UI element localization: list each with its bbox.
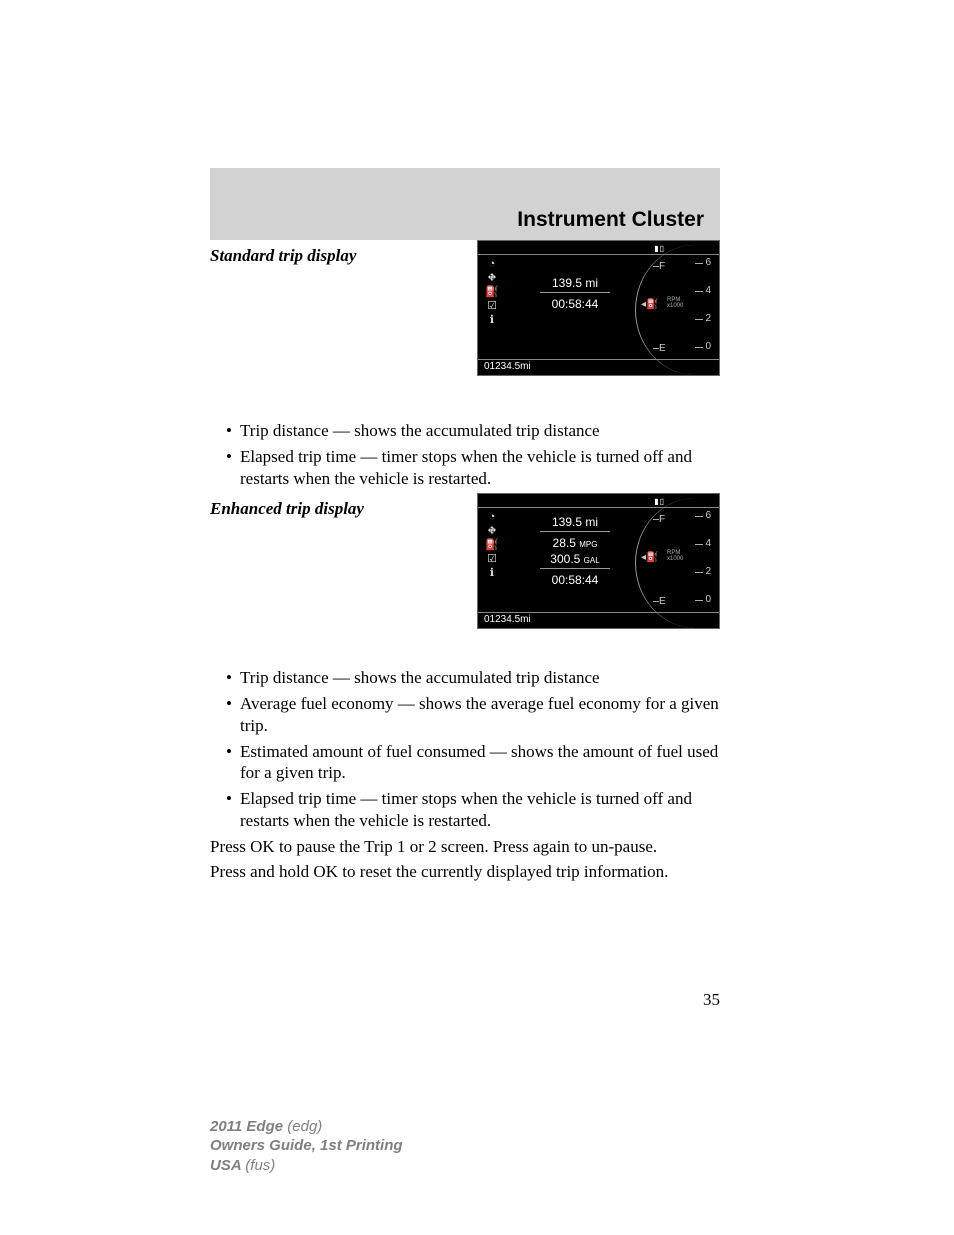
check-icon: ☑ [487,554,497,565]
fuel-pump-icon: ◂⛽ [641,299,658,310]
standard-bullets: Trip distance — shows the accumulated tr… [210,420,720,489]
standard-label: Standard trip display [210,246,356,266]
enhanced-label: Enhanced trip display [210,499,364,519]
tick [695,319,703,320]
rpm-6: 6 [705,510,711,521]
rpm-2: 2 [705,566,711,577]
spacer [210,643,720,665]
right-gauge: F E ◂⛽ RPM x1000 6 4 2 0 [635,508,715,614]
gauge-icon: ◔ [489,512,496,523]
tick [653,266,659,267]
road-icon: ⛖ [488,526,497,537]
tick [695,600,703,601]
tick [695,347,703,348]
standard-section: Standard trip display ▮▯ ◔ ⛖ ⛽ ☑ ℹ 139.5… [210,240,720,390]
fuel-used-value: 300.5 GAL [540,551,610,569]
tick [695,291,703,292]
info-icon: ℹ [490,315,494,326]
tick [695,544,703,545]
pause-icon: ▮▯ [654,244,665,253]
left-menu-icons: ◔ ⛖ ⛽ ☑ ℹ [483,512,501,579]
trip-distance-value: 139.5 mi [540,275,610,293]
rpm-0: 0 [705,341,711,352]
avg-mpg-value: 28.5 MPG [520,535,630,551]
pause-icon: ▮▯ [654,497,665,506]
enhanced-readout: 139.5 mi 28.5 MPG 300.5 GAL 00:58:44 [520,514,630,588]
bullet-item: Estimated amount of fuel consumed — show… [226,741,720,785]
odometer-value: 01234.5mi [484,614,531,625]
road-icon: ⛖ [488,273,497,284]
enhanced-cluster-graphic: ▮▯ ◔ ⛖ ⛽ ☑ ℹ 139.5 mi 28.5 MPG 300.5 GAL… [477,493,720,629]
left-menu-icons: ◔ ⛖ ⛽ ☑ ℹ [483,259,501,326]
reset-instruction: Press and hold OK to reset the currently… [210,861,720,882]
elapsed-time-value: 00:58:44 [520,296,630,312]
footer-line-3: USA (fus) [210,1156,403,1176]
fuel-full-label: F [659,514,665,525]
rpm-label: RPM x1000 [667,297,683,309]
fuel-full-label: F [659,261,665,272]
fuel-empty-label: E [659,596,666,607]
info-icon: ℹ [490,568,494,579]
chapter-title: Instrument Cluster [517,208,704,232]
spacer [210,390,720,418]
tick [653,601,659,602]
tick [695,572,703,573]
footer-line-2: Owners Guide, 1st Printing [210,1136,403,1156]
rpm-label: RPM x1000 [667,550,683,562]
standard-cluster-graphic: ▮▯ ◔ ⛖ ⛽ ☑ ℹ 139.5 mi 00:58:44 F E ◂⛽ [477,240,720,376]
bullet-item: Average fuel economy — shows the average… [226,693,720,737]
tick [653,519,659,520]
rpm-6: 6 [705,257,711,268]
odometer-strip: 01234.5mi [478,359,719,375]
fuel-pump-icon: ◂⛽ [641,552,658,563]
check-icon: ☑ [487,301,497,312]
fuel-icon: ⛽ [485,540,499,551]
rpm-4: 4 [705,285,711,296]
trip-distance-value: 139.5 mi [540,514,610,532]
enhanced-section: Enhanced trip display ▮▯ ◔ ⛖ ⛽ ☑ ℹ 139.5… [210,493,720,643]
bullet-item: Elapsed trip time — timer stops when the… [226,788,720,832]
page-number: 35 [210,990,720,1010]
rpm-0: 0 [705,594,711,605]
tick [653,348,659,349]
fuel-empty-label: E [659,343,666,354]
tick [695,263,703,264]
bullet-item: Elapsed trip time — timer stops when the… [226,446,720,490]
right-gauge: F E ◂⛽ RPM x1000 6 4 2 0 [635,255,715,361]
enhanced-bullets: Trip distance — shows the accumulated tr… [210,667,720,831]
fuel-icon: ⛽ [485,287,499,298]
odometer-strip: 01234.5mi [478,612,719,628]
elapsed-time-value: 00:58:44 [520,572,630,588]
footer-line-1: 2011 Edge (edg) [210,1117,403,1137]
gauge-icon: ◔ [489,259,496,270]
header-bar: Instrument Cluster [210,168,720,240]
footer: 2011 Edge (edg) Owners Guide, 1st Printi… [210,1117,403,1176]
page-content: Instrument Cluster Standard trip display… [210,168,720,1010]
standard-readout: 139.5 mi 00:58:44 [520,275,630,312]
rpm-2: 2 [705,313,711,324]
bullet-item: Trip distance — shows the accumulated tr… [226,420,720,442]
pause-instruction: Press OK to pause the Trip 1 or 2 screen… [210,836,720,857]
bullet-item: Trip distance — shows the accumulated tr… [226,667,720,689]
odometer-value: 01234.5mi [484,361,531,372]
tick [695,516,703,517]
rpm-4: 4 [705,538,711,549]
